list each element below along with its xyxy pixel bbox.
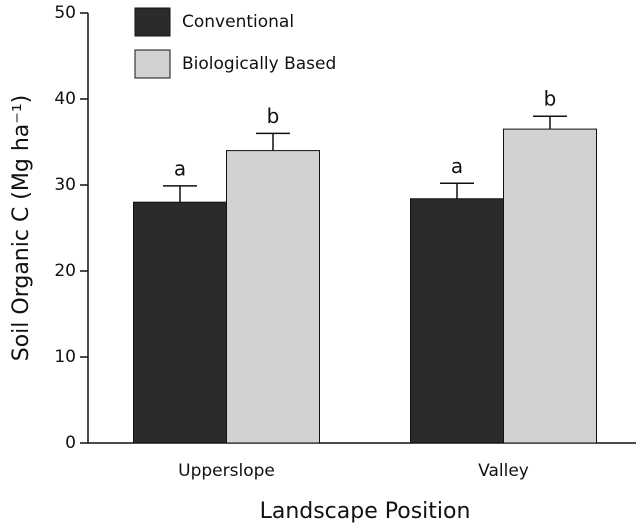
y-tick-label: 30: [54, 175, 76, 195]
bar: [503, 128, 597, 444]
significance-letter: b: [544, 87, 557, 111]
y-tick-label: 0: [65, 433, 76, 453]
x-axis-title: Landscape Position: [260, 499, 471, 524]
x-tick-label: Upperslope: [178, 461, 275, 481]
legend-swatch: [134, 49, 171, 79]
x-tick-label: Valley: [478, 461, 529, 481]
bar: [226, 150, 320, 444]
legend-label: Biologically Based: [182, 54, 336, 74]
y-tick-label: 10: [54, 347, 76, 367]
y-tick-label: 20: [54, 261, 76, 281]
significance-letter: a: [451, 154, 463, 178]
y-tick-label: 40: [54, 89, 76, 109]
bar: [133, 201, 227, 444]
y-axis-title: Soil Organic C (Mg ha⁻¹): [9, 95, 34, 362]
legend-label: Conventional: [182, 12, 294, 32]
y-tick-label: 50: [54, 3, 76, 23]
bar: [410, 198, 504, 444]
significance-letter: b: [267, 104, 280, 128]
legend-swatch: [134, 7, 171, 37]
significance-letter: a: [174, 156, 186, 180]
